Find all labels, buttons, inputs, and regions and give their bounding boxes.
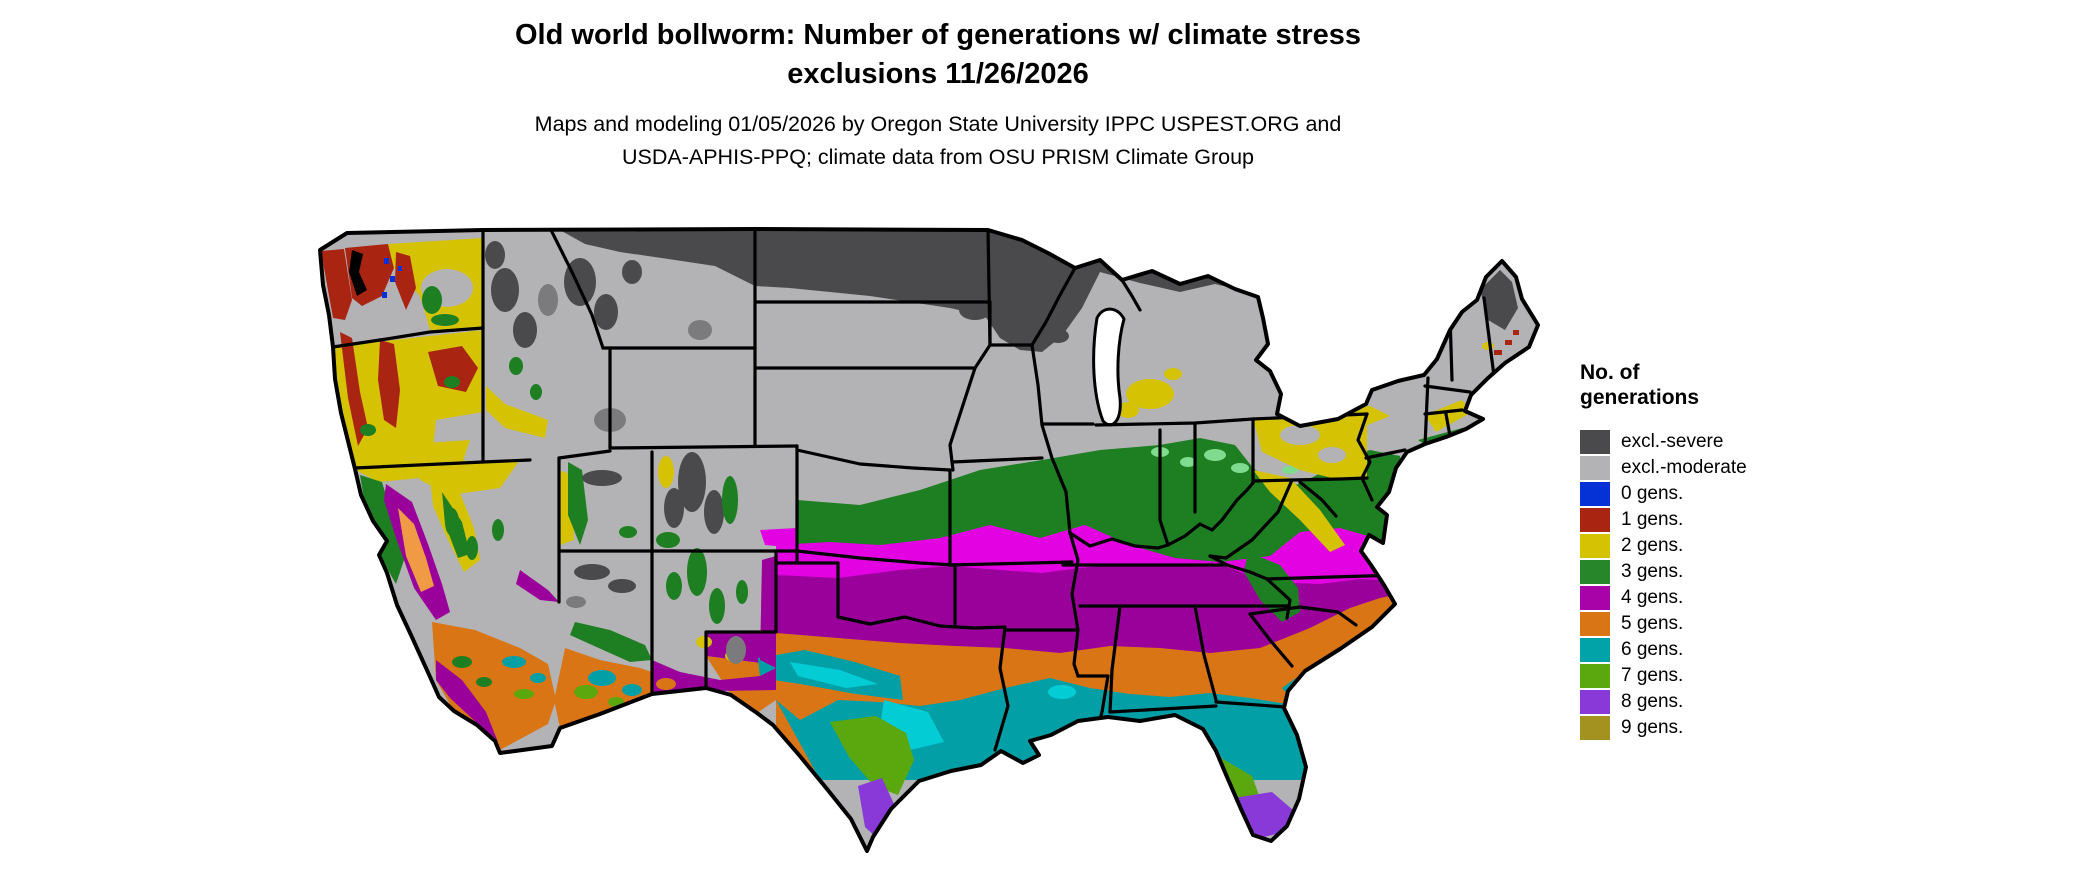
nm-orange-sw [656, 678, 676, 690]
legend-item-0-gens: 0 gens. [1580, 482, 1880, 506]
wa-black-puget-sound [349, 250, 367, 296]
us-outline [318, 227, 1540, 853]
swatch-4-gens [1580, 586, 1610, 610]
az-orange-south [554, 648, 652, 728]
legend-item-3-gens: 3 gens. [1580, 560, 1880, 584]
swatch-1-gens [1580, 508, 1610, 532]
severe-patch-adirondacks [1354, 347, 1396, 379]
or-red-blue-mtns [428, 346, 478, 392]
wa-green-river-valleys [422, 286, 459, 326]
swatch-excl-severe [1580, 430, 1610, 454]
ut-green-wasatch [568, 462, 588, 545]
legend-title: No. of generations [1580, 361, 1700, 409]
or-green-spots [360, 376, 460, 436]
tx-gray-guadalupe [726, 636, 746, 664]
ca-socal-mountain-patches [452, 656, 546, 699]
or-red-coast-range [340, 332, 368, 446]
nm-magenta-rim-south [652, 660, 776, 692]
swatch-8-gens [1580, 690, 1610, 714]
legend-item-6-gens: 6 gens. [1580, 638, 1880, 662]
patch-6-cyan-westtx [790, 662, 878, 688]
az-green-mogollon [570, 622, 652, 662]
state-borders [331, 229, 1496, 752]
ca-orange-valley-core [398, 508, 434, 592]
map-title: Old world bollworm: Number of generation… [515, 19, 1361, 90]
ca-magenta-south-coast [436, 660, 498, 742]
nv-magenta-vegas [516, 570, 559, 602]
nv-yellow-north [420, 460, 520, 495]
wa-blue-specks [382, 258, 402, 298]
ca-gray-mojave [470, 590, 556, 646]
swatch-5-gens [1580, 612, 1610, 636]
co-magenta-se [760, 528, 797, 548]
lake-michigan [1092, 307, 1126, 427]
severe-patch-maine [1480, 270, 1518, 330]
legend: No. of generations excl.-severe excl.-mo… [1580, 360, 1880, 742]
patch-7-gens-stx [830, 716, 914, 795]
legend-item-excl-severe: excl.-severe [1580, 430, 1880, 454]
or-red-cascades [378, 340, 400, 428]
legend-item-4-gens: 4 gens. [1580, 586, 1880, 610]
patch-9-gens-keys [1191, 856, 1270, 873]
swatch-excl-moderate [1580, 456, 1610, 480]
ca-orange-socal [432, 622, 556, 750]
swatch-2-gens [1580, 534, 1610, 558]
swatch-9-gens [1580, 716, 1610, 740]
gray-patch-pa1 [1280, 425, 1320, 445]
legend-item-5-gens: 5 gens. [1580, 612, 1880, 636]
patch-6-cyan-ms [1048, 685, 1076, 699]
swatch-0-gens [1580, 482, 1610, 506]
legend-item-9-gens: 9 gens. [1580, 716, 1880, 740]
swatch-3-gens [1580, 560, 1610, 584]
legend-item-8-gens: 8 gens. [1580, 690, 1880, 714]
az-canyon-dark [566, 564, 636, 608]
severe-patch-sd [959, 300, 991, 320]
nv-green-ranges [445, 508, 504, 560]
legend-item-1-gens: 1 gens. [1580, 508, 1880, 532]
nm-green-mountains [666, 548, 748, 661]
patch-8-gens-flwest [1182, 793, 1198, 805]
legend-item-excl-moderate: excl.-moderate [1580, 456, 1880, 480]
severe-patch-wi [1047, 329, 1069, 343]
ut-green-se [619, 526, 637, 538]
red-specks-maine-coast [1494, 330, 1519, 355]
gray-patch-pa2 [1318, 447, 1346, 463]
swatch-6-gens [1580, 638, 1610, 662]
swatch-7-gens [1580, 664, 1610, 688]
id-yellow-snake-plain [486, 386, 548, 438]
id-green-spots [509, 357, 542, 400]
ca-green-coast-range [360, 475, 404, 584]
nm-magenta-rim-east [760, 556, 776, 668]
wa-red-coast [321, 249, 352, 320]
legend-item-7-gens: 7 gens. [1580, 664, 1880, 688]
co-rockies [656, 452, 738, 548]
legend-item-2-gens: 2 gens. [1580, 534, 1880, 558]
map-subtitle: Maps and modeling 01/05/2026 by Oregon S… [534, 112, 1342, 169]
ut-dark-uintas [582, 470, 622, 486]
